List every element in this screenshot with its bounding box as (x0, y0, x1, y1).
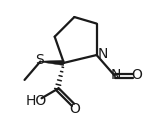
Polygon shape (40, 60, 64, 66)
Text: HO: HO (26, 94, 47, 108)
Text: N: N (97, 47, 108, 61)
Text: O: O (131, 68, 142, 82)
Text: O: O (69, 102, 80, 116)
Text: N: N (110, 68, 121, 82)
Text: S: S (35, 53, 44, 67)
